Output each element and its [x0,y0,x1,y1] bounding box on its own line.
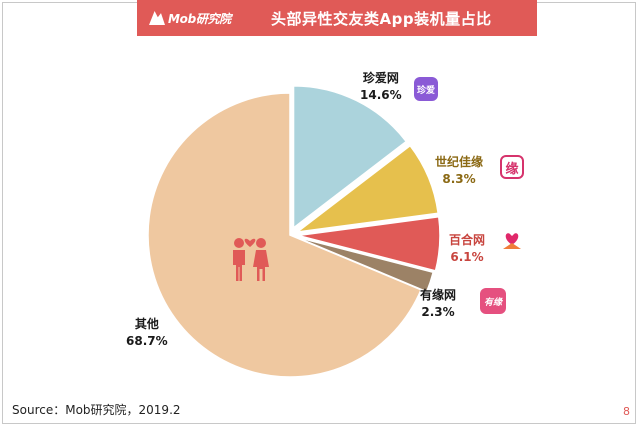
source-note: Source：Mob研究院，2019.2 [12,403,181,417]
youyuan-app-icon: 有缘 [480,288,506,314]
label-zhenai-value: 14.6% [360,88,402,102]
baihe-app-icon [500,229,524,253]
label-zhenai: 珍爱网 14.6% [360,70,402,104]
label-jiayuan: 世纪佳缘 8.3% [435,154,483,188]
page-number: 8 [623,405,630,418]
label-baihe-name: 百合网 [449,233,486,247]
label-youyuan: 有缘网 2.3% [420,287,456,321]
pie-slice-0 [292,85,408,230]
label-youyuan-value: 2.3% [421,305,455,319]
jiayuan-app-icon: 缘 [500,155,524,179]
label-zhenai-name: 珍爱网 [362,71,399,85]
label-baihe-value: 6.1% [450,250,484,264]
label-jiayuan-value: 8.3% [442,172,476,186]
chart-title: 头部异性交友类App装机量占比 [270,9,492,28]
couple-heart-icon [233,238,269,281]
zhenai-app-icon: 珍爱 [414,77,438,101]
label-baihe: 百合网 6.1% [449,232,485,266]
label-other-name: 其他 [134,317,159,331]
pie-slice-2 [297,215,441,272]
brand-name: Mob研究院 [168,11,231,26]
label-other: 其他 68.7% [126,316,168,350]
pie-slice-4 [147,92,423,378]
pie-slice-1 [294,144,439,234]
title-banner: Mob研究院 头部异性交友类App装机量占比 [137,0,537,36]
brand-logo: Mob研究院 [149,10,231,27]
pie-slice-3 [295,236,435,293]
label-other-value: 68.7% [126,334,168,348]
label-youyuan-name: 有缘网 [420,288,457,302]
label-jiayuan-name: 世纪佳缘 [435,155,484,169]
